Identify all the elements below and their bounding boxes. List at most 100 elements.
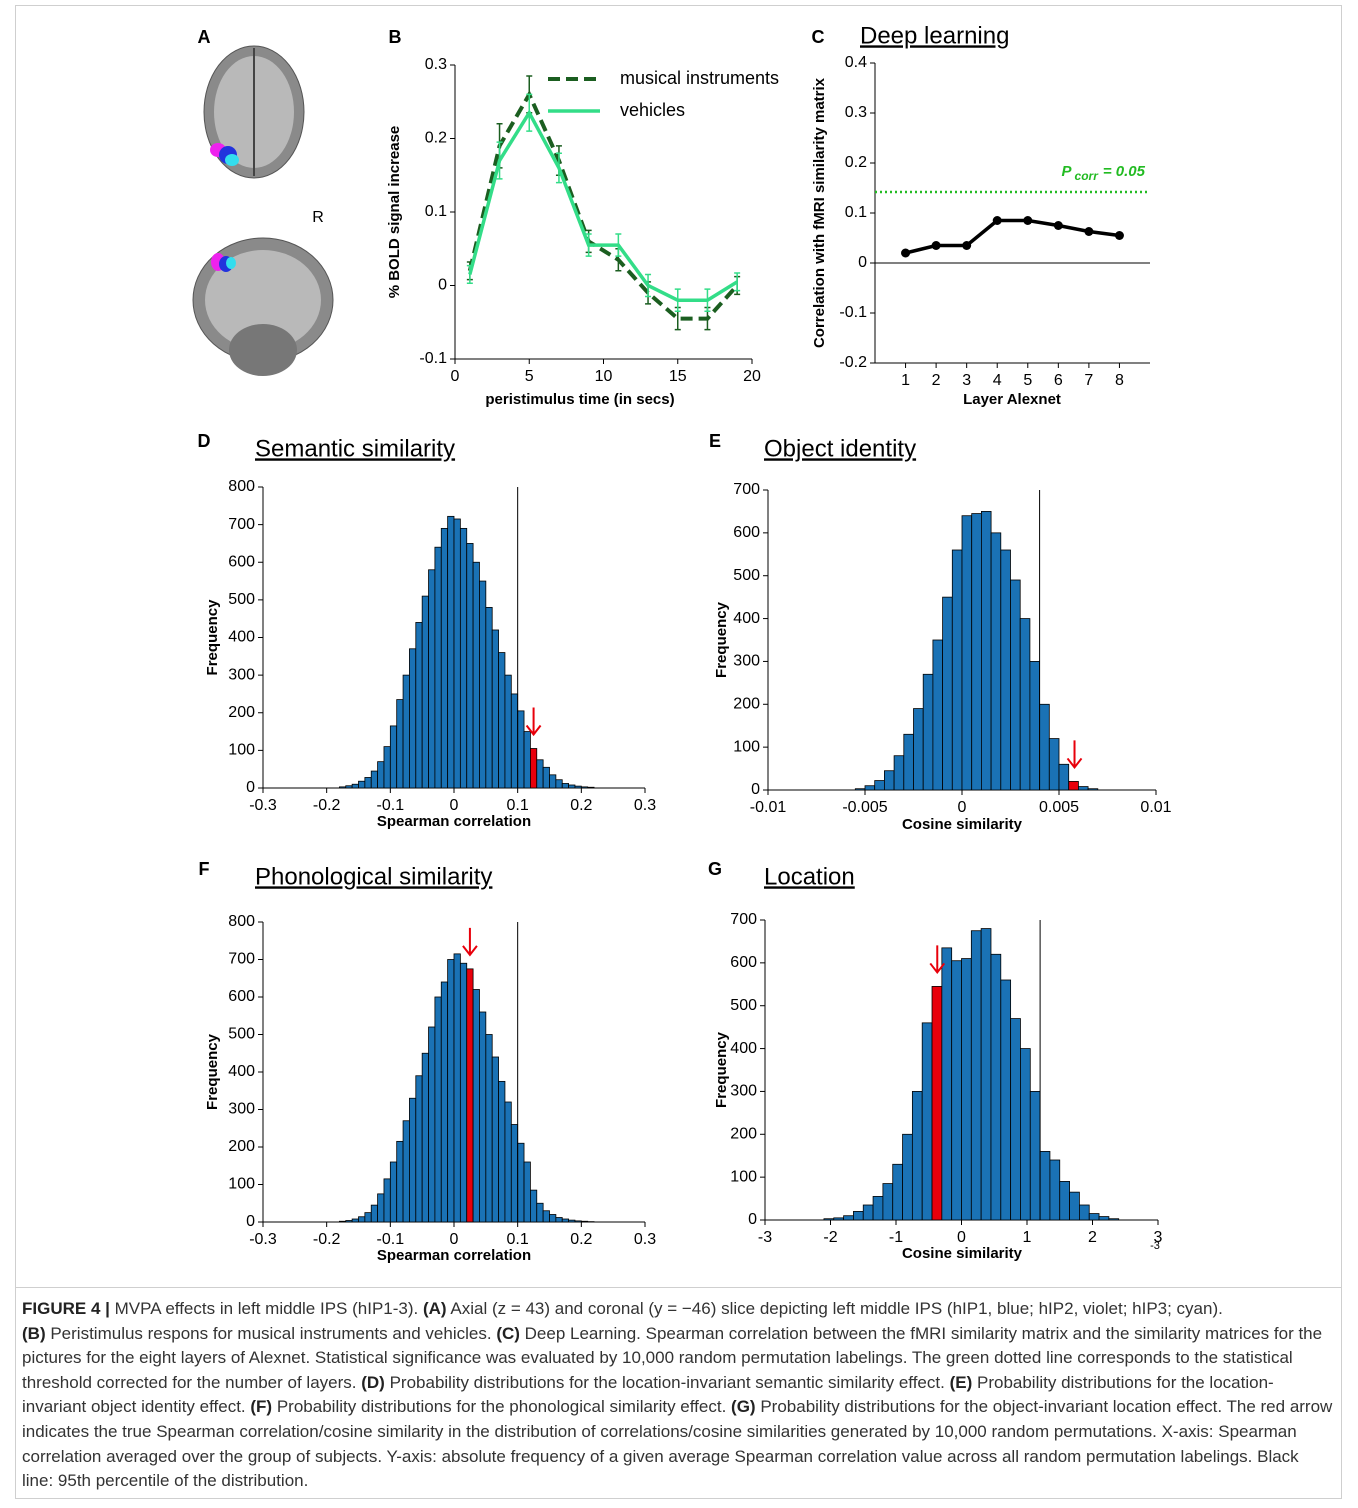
caption-text: Probability distributions for the object…	[22, 1397, 1333, 1491]
error-bar	[645, 273, 652, 298]
panel-label: A	[198, 27, 211, 47]
panel-label: C	[812, 27, 825, 47]
y-tick-label: 300	[730, 1083, 757, 1100]
caption-text: Axial (z = 43) and coronal (y = −46) sli…	[450, 1299, 1223, 1318]
histogram-bar	[440, 981, 449, 1223]
caption-label: (C)	[496, 1323, 520, 1343]
histogram-bar	[990, 532, 1002, 791]
y-tick-label: 0.2	[845, 154, 867, 171]
histogram-bar	[1039, 703, 1050, 791]
error-bar	[615, 233, 622, 257]
x-tick-label: 2	[932, 372, 941, 389]
legend-label: vehicles	[620, 100, 685, 120]
histogram-bar	[580, 786, 589, 789]
chart-title: Location	[764, 863, 855, 890]
histogram-bar	[364, 777, 372, 789]
histogram-bar	[523, 731, 531, 789]
x-exponent: -3	[1150, 1240, 1160, 1252]
histogram-bar	[498, 1080, 506, 1223]
x-tick-label: 1	[901, 372, 910, 389]
histogram-bar	[491, 1056, 499, 1223]
histogram-bar	[931, 986, 943, 1221]
caption-text: Probability distributions for the phonol…	[276, 1397, 727, 1417]
series-line	[905, 218, 1120, 255]
y-tick-label: -0.2	[839, 354, 867, 371]
x-axis-label: Spearman correlation	[377, 1247, 531, 1264]
figure: A R B-0.100.10.20.30 5 10 15 20% BOLD signal…	[192, 22, 1172, 1264]
histogram-bar	[1088, 1213, 1100, 1221]
y-tick-label: 700	[733, 481, 760, 498]
histogram-bar	[453, 953, 461, 1223]
histogram-bar	[854, 788, 866, 791]
y-tick-label: 600	[733, 524, 760, 541]
x-axis-label: Layer Alexnet	[963, 391, 1061, 408]
error-bar	[734, 272, 741, 292]
y-tick-label: 100	[730, 1168, 757, 1185]
histogram-bar	[542, 1210, 550, 1223]
y-tick-label: 200	[733, 696, 760, 713]
histogram-bar	[345, 785, 353, 789]
x-tick-label: -0.1	[377, 797, 405, 814]
y-tick-label: 500	[730, 997, 757, 1014]
histogram-bar	[434, 546, 442, 789]
true-value-arrow	[1066, 740, 1083, 770]
point	[1023, 216, 1033, 225]
histogram-bar	[549, 1214, 557, 1223]
coronal-slice-inner	[205, 250, 321, 350]
histogram-bar	[536, 1202, 544, 1223]
histogram-bar	[510, 693, 519, 789]
panel-label: G	[708, 859, 722, 879]
y-tick-label: 0	[438, 277, 447, 294]
x-tick-label: 5	[525, 368, 534, 385]
legend-label: musical instruments	[620, 68, 779, 88]
histogram-bar	[421, 595, 429, 789]
x-tick-label: 0.1	[507, 1231, 529, 1248]
point	[1053, 221, 1063, 230]
point	[1084, 227, 1094, 236]
histogram-bar	[1029, 1091, 1041, 1221]
y-tick-label: 700	[730, 911, 757, 928]
cerebellum	[229, 324, 297, 376]
y-tick-label: 600	[228, 553, 255, 570]
histogram-bar	[428, 1026, 436, 1223]
x-tick-label: 0.3	[634, 797, 656, 814]
histogram-bar	[1010, 579, 1021, 791]
histogram-bar	[1020, 1048, 1031, 1221]
caption-text: Peristimulus respons for musical instrum…	[50, 1323, 492, 1343]
true-value-arrow	[462, 927, 478, 957]
histogram-bar	[862, 1204, 874, 1221]
y-tick-label: 0.2	[425, 130, 447, 147]
y-tick-label: 0.3	[845, 104, 867, 121]
y-tick-label: 100	[228, 1176, 255, 1193]
histogram-bar	[893, 755, 905, 791]
x-tick-label: 0.01	[1140, 799, 1171, 816]
histogram-bar	[440, 527, 449, 789]
x-tick-label: 4	[993, 372, 1002, 389]
histogram-bar	[485, 1034, 493, 1223]
histogram-bar	[364, 1212, 372, 1223]
histogram-bar	[459, 527, 468, 789]
histogram-bar	[932, 639, 944, 791]
histogram-bar	[402, 674, 410, 789]
histogram-bar	[498, 652, 506, 789]
caption-label: (B)	[22, 1323, 46, 1343]
histogram-bar	[504, 1101, 512, 1223]
y-tick-label: 400	[228, 629, 255, 646]
histogram-bar	[561, 1218, 570, 1223]
caption-text: Probability distributions for the locati…	[22, 1372, 1274, 1417]
histogram-bar	[568, 784, 576, 789]
annotation-symbol: P	[1062, 163, 1073, 180]
x-tick-label: 3	[1154, 1229, 1163, 1246]
histogram-bar	[892, 1163, 903, 1221]
histogram-bar	[479, 580, 487, 789]
histogram-bar	[402, 1120, 410, 1223]
y-tick-label: 600	[228, 988, 255, 1005]
histogram-bar	[1059, 1181, 1070, 1221]
error-bar	[585, 233, 592, 257]
histogram-bar	[903, 733, 914, 791]
x-tick-label: 0.3	[634, 1231, 656, 1248]
y-tick-label: -0.1	[839, 304, 867, 321]
histogram-bar	[961, 958, 972, 1221]
histogram-bar	[574, 785, 582, 789]
x-tick-label: 0	[957, 1229, 966, 1246]
